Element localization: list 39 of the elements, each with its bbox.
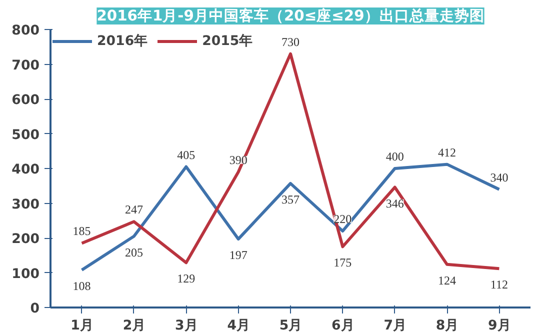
data-label: 112 <box>490 278 508 292</box>
y-tick-label: 800 <box>12 24 40 38</box>
x-tick-label: 3月 <box>175 318 198 334</box>
data-label: 730 <box>282 34 300 49</box>
data-label: 340 <box>490 170 508 184</box>
y-tick-label: 0 <box>30 302 40 316</box>
data-label: 346 <box>386 196 404 210</box>
data-label: 390 <box>229 152 248 167</box>
y-tick-label: 600 <box>12 93 40 108</box>
chart-title: 2016年1月-9月中国客车（20≤座≤29）出口总量走势图 <box>96 6 484 24</box>
y-tick-label: 300 <box>12 197 40 212</box>
x-tick-label: 8月 <box>436 318 458 334</box>
y-tick-label: 700 <box>12 58 40 74</box>
x-tick-label: 5月 <box>279 318 302 334</box>
data-label: 247 <box>124 202 143 217</box>
data-label: 400 <box>386 150 404 164</box>
data-label: 357 <box>282 192 300 206</box>
legend-label: 2016年 <box>97 32 148 50</box>
y-tick-label: 400 <box>12 162 40 178</box>
data-label: 185 <box>72 224 91 238</box>
x-tick-label: 7月 <box>384 318 406 334</box>
legend-label: 2015年 <box>202 32 252 50</box>
data-label: 124 <box>438 273 456 288</box>
data-label: 220 <box>334 212 352 226</box>
y-tick-label: 200 <box>12 232 40 247</box>
x-tick-label: 2月 <box>122 318 146 334</box>
x-tick-label: 6月 <box>332 318 354 334</box>
data-label: 175 <box>334 256 352 270</box>
x-tick-label: 1月 <box>70 318 93 334</box>
x-tick-label: 4月 <box>227 318 250 334</box>
y-tick-label: 100 <box>12 266 40 282</box>
data-label: 405 <box>177 148 196 162</box>
data-label: 129 <box>177 272 196 286</box>
x-tick-label: 9月 <box>488 318 510 334</box>
data-label: 197 <box>229 248 248 262</box>
y-tick-label: 500 <box>12 128 40 143</box>
data-label: 108 <box>72 278 91 293</box>
data-label: 412 <box>438 145 456 160</box>
data-label: 205 <box>124 245 143 260</box>
